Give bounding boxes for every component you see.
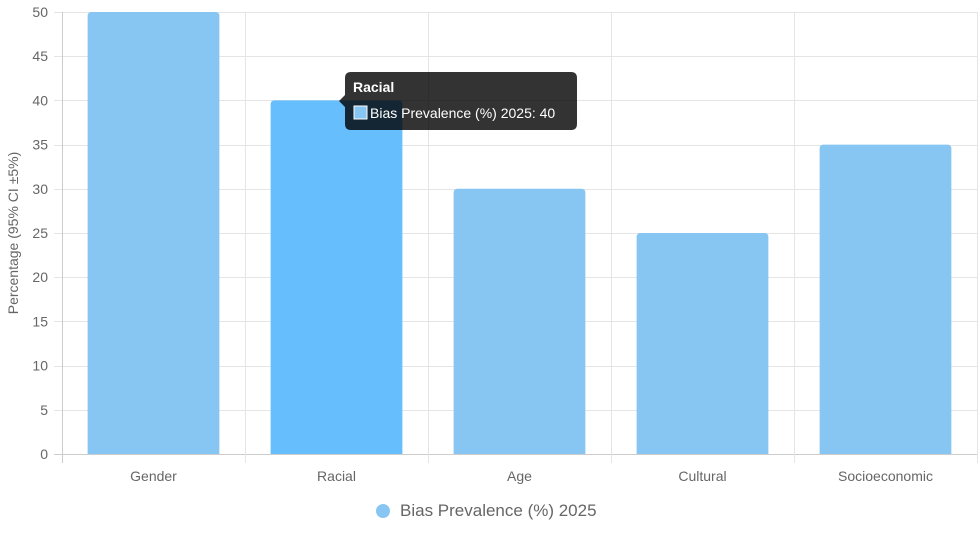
x-tick-label: Racial [317, 468, 356, 484]
axes: 0 5 10 15 20 25 30 35 40 45 50 Gender Racial Age Cultu… [32, 4, 933, 484]
y-tick-label: 35 [32, 137, 48, 153]
tooltip-color-swatch [353, 105, 368, 120]
x-tick-label: Gender [130, 468, 177, 484]
y-axis-title: Percentage (95% CI ±5%) [5, 152, 21, 315]
bar-racial[interactable] [270, 100, 403, 455]
y-tick-label: 45 [32, 48, 48, 64]
bar-cultural[interactable] [636, 233, 769, 454]
y-tick-label: 20 [32, 269, 48, 285]
bar-age[interactable] [453, 188, 586, 455]
y-tick-label: 10 [32, 358, 48, 374]
tooltip-body: Bias Prevalence (%) 2025: 40 [370, 105, 555, 121]
x-tick-label: Cultural [678, 468, 726, 484]
y-tick-label: 30 [32, 181, 48, 197]
x-tick-label: Socioeconomic [838, 468, 933, 484]
legend-label: Bias Prevalence (%) 2025 [400, 501, 597, 520]
tooltip: Racial Bias Prevalence (%) 2025: 40 [339, 72, 577, 130]
tooltip-box [339, 72, 577, 130]
y-tick-label: 25 [32, 225, 48, 241]
y-tick-label: 50 [32, 4, 48, 20]
y-tick-label: 0 [40, 446, 48, 462]
bar-gender[interactable] [87, 12, 220, 454]
bar-socioeconomic[interactable] [819, 144, 952, 454]
x-tick-label: Age [507, 468, 532, 484]
y-tick-label: 15 [32, 313, 48, 329]
y-tick-label: 5 [40, 402, 48, 418]
bars [87, 12, 952, 455]
tooltip-title: Racial [353, 79, 394, 95]
y-tick-label: 40 [32, 92, 48, 108]
legend-marker [376, 504, 390, 518]
legend[interactable]: Bias Prevalence (%) 2025 [376, 501, 597, 520]
